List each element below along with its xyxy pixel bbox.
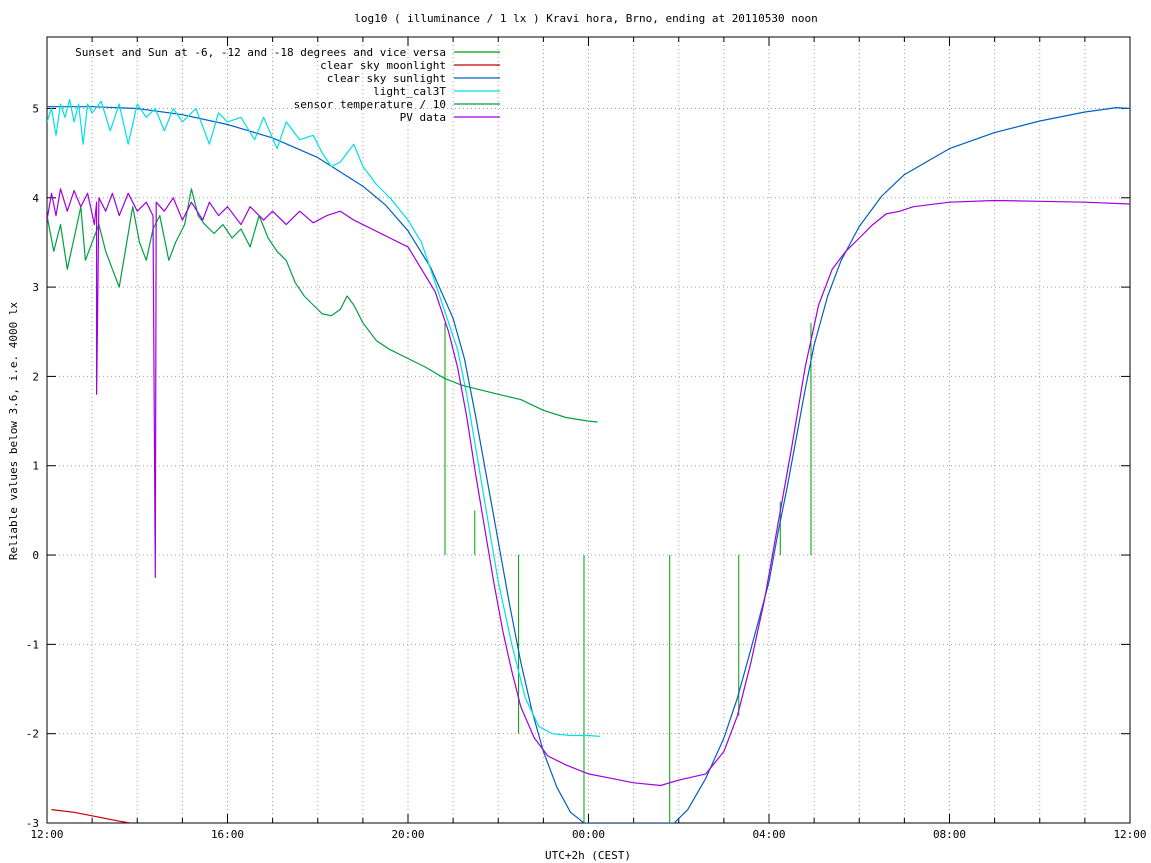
legend: Sunset and Sun at -6, -12 and -18 degree… — [75, 46, 500, 124]
y-tick-label: -1 — [26, 638, 39, 651]
x-tick-label: 16:00 — [211, 828, 244, 841]
y-axis-label: Reliable values below 3.6, i.e. 4000 lx — [7, 301, 20, 560]
legend-entry-label: Sunset and Sun at -6, -12 and -18 degree… — [75, 46, 446, 59]
x-tick-label: 20:00 — [391, 828, 424, 841]
x-tick-label: 08:00 — [933, 828, 966, 841]
x-axis-label: UTC+2h (CEST) — [545, 849, 631, 862]
plot-series — [47, 98, 1130, 823]
legend-entry-label: clear sky moonlight — [320, 59, 446, 72]
series-clear-sky-sunlight — [47, 106, 1130, 823]
x-tick-label: 00:00 — [572, 828, 605, 841]
legend-entry-label: sensor temperature / 10 — [294, 98, 446, 111]
x-tick-label: 12:00 — [30, 828, 63, 841]
y-tick-label: 4 — [32, 192, 39, 205]
y-tick-label: 0 — [32, 549, 39, 562]
legend-entry-label: clear sky sunlight — [327, 72, 446, 85]
legend-entry-label: light_cal3T — [373, 85, 446, 98]
axes: 12:00 16:00 20:00 00:00 04:00 08:00 12:00-3-2-… — [26, 36, 1147, 841]
series-sunset-and-sun-at-6-12-and-18-degrees-and-vice-versa — [444, 322, 812, 823]
y-tick-label: 1 — [32, 460, 39, 473]
x-tick-label: 12:00 — [1113, 828, 1146, 841]
series-clear-sky-moonlight — [51, 809, 131, 823]
y-tick-label: -3 — [26, 817, 39, 830]
chart-title: log10 ( illuminance / 1 lx ) Kravi hora,… — [354, 12, 818, 25]
x-tick-label: 04:00 — [752, 828, 785, 841]
series-sensor-temperature-10 — [47, 188, 598, 423]
y-tick-label: 3 — [32, 281, 39, 294]
series-light-cal3t — [47, 98, 600, 737]
y-tick-label: 5 — [32, 102, 39, 115]
y-tick-label: -2 — [26, 728, 39, 741]
legend-entry-label: PV data — [400, 111, 446, 124]
series-pv-data — [47, 188, 1130, 787]
y-tick-label: 2 — [32, 370, 39, 383]
grid — [47, 37, 1130, 823]
